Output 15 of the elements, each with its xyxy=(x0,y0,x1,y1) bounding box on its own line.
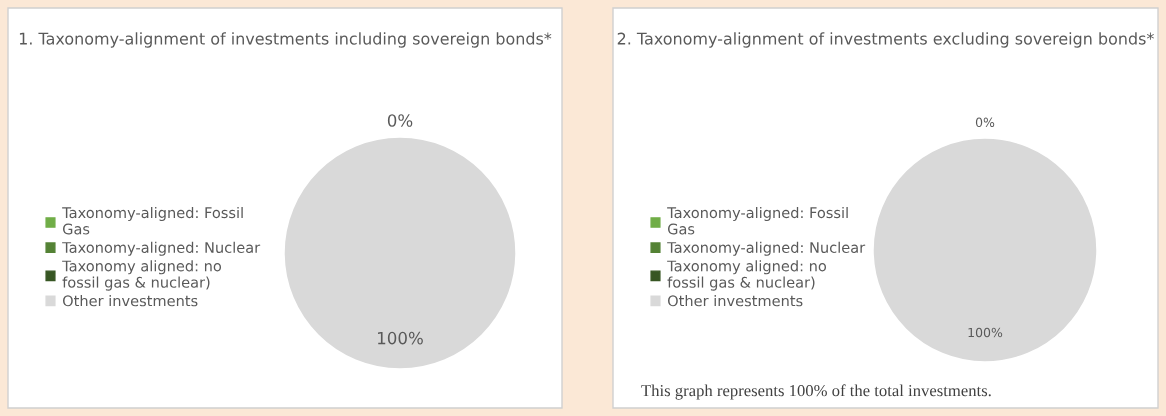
text: This graph represents 100% of the total investments. xyxy=(641,384,991,400)
legend-label: Taxonomy aligned: no fossil gas & nuclear) xyxy=(62,260,222,291)
text: 0% xyxy=(387,114,413,127)
legend-label: Taxonomy-aligned: Nuclear xyxy=(62,241,261,256)
data-label: 100% xyxy=(378,331,423,345)
legend-label: Taxonomy-aligned: Nuclear xyxy=(667,241,866,256)
legend-label: Other investments xyxy=(667,295,803,307)
chart-title: 2. Taxonomy-alignment of investments excluding sovereign bonds* xyxy=(617,32,1154,48)
legend-label: Other investments xyxy=(62,295,198,307)
legend-label: Taxonomy aligned: no fossil gas & nuclear) xyxy=(667,260,827,291)
chart-title: 1. Taxonomy-alignment of investments including sovereign bonds* xyxy=(19,32,552,48)
legend-label: Taxonomy-aligned: Fossil Gas xyxy=(667,206,848,235)
data-label: 100% xyxy=(968,327,1003,338)
legend-label: Taxonomy-aligned: Fossil Gas xyxy=(62,206,243,235)
text: 0% xyxy=(975,117,995,128)
